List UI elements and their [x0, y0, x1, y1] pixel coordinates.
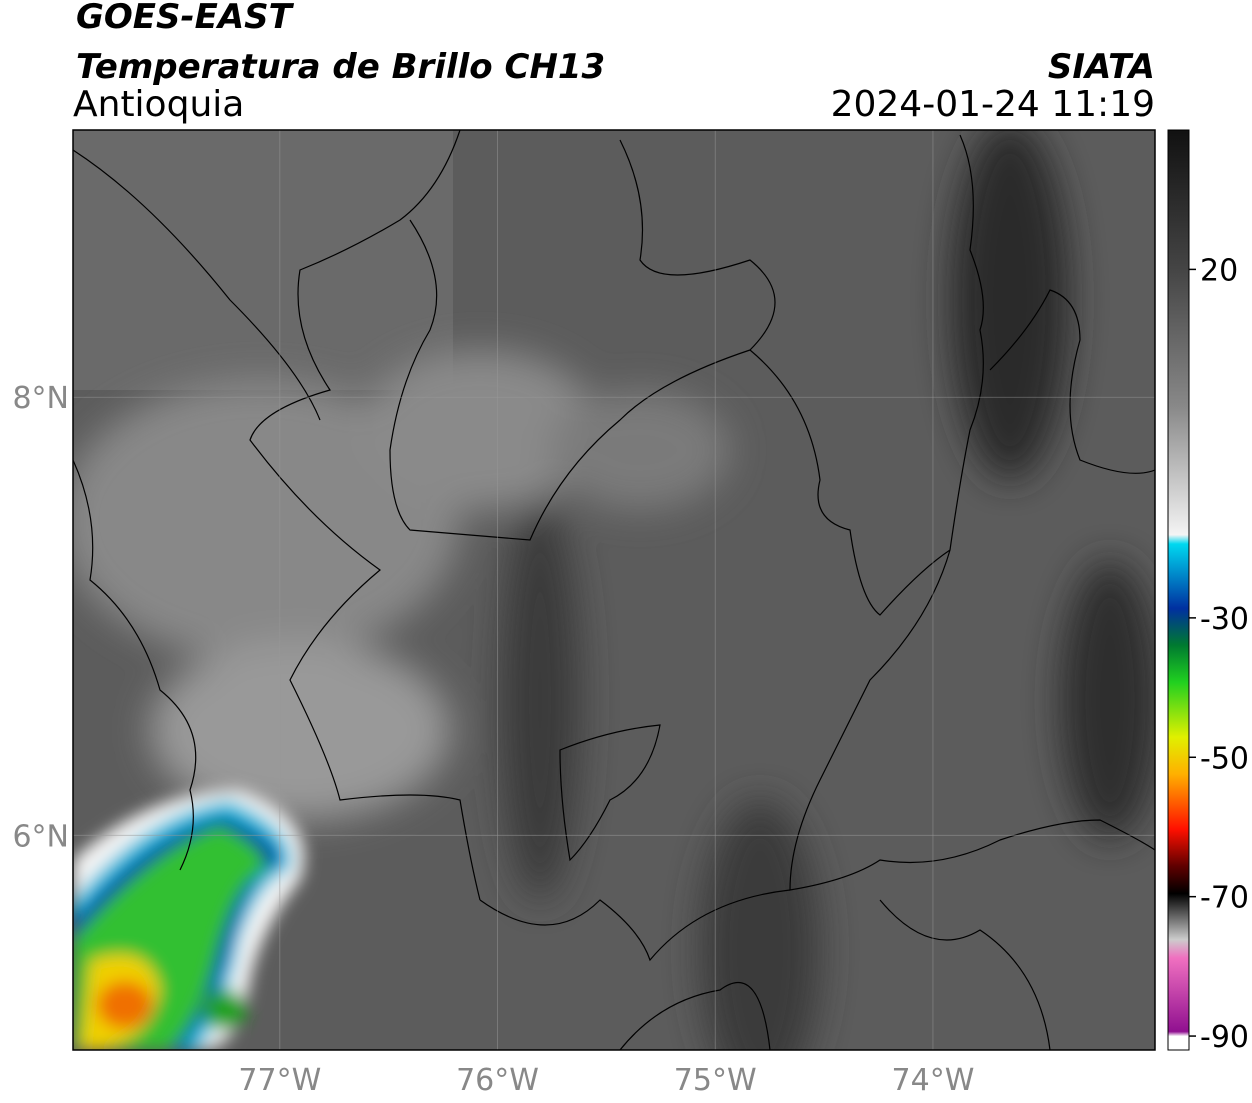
- y-tick-label: 8°N: [12, 381, 69, 416]
- colorbar-tick-label: -70: [1200, 881, 1249, 916]
- subtitle: Temperatura de Brillo CH13: [76, 47, 605, 87]
- x-tick-label: 77°W: [238, 1063, 321, 1098]
- source: SIATA: [1048, 47, 1155, 87]
- colorbar-tick-label: -90: [1200, 1020, 1249, 1055]
- x-tick-label: 74°W: [892, 1063, 975, 1098]
- y-tick-label: 6°N: [12, 819, 69, 854]
- plot-frame: [72, 129, 1156, 1051]
- colorbar: [1167, 129, 1190, 1051]
- title: GOES-EAST: [76, 0, 295, 37]
- x-tick-label: 75°W: [674, 1063, 757, 1098]
- satellite-image: [73, 130, 1155, 1050]
- colorbar-tick-label: -30: [1200, 602, 1249, 637]
- colorbar-tick-label: -50: [1200, 741, 1249, 776]
- region: Antioquia: [73, 84, 244, 125]
- datetime: 2024-01-24 11:19: [831, 84, 1155, 125]
- colorbar-tick-label: 20: [1200, 253, 1238, 288]
- x-tick-label: 76°W: [456, 1063, 539, 1098]
